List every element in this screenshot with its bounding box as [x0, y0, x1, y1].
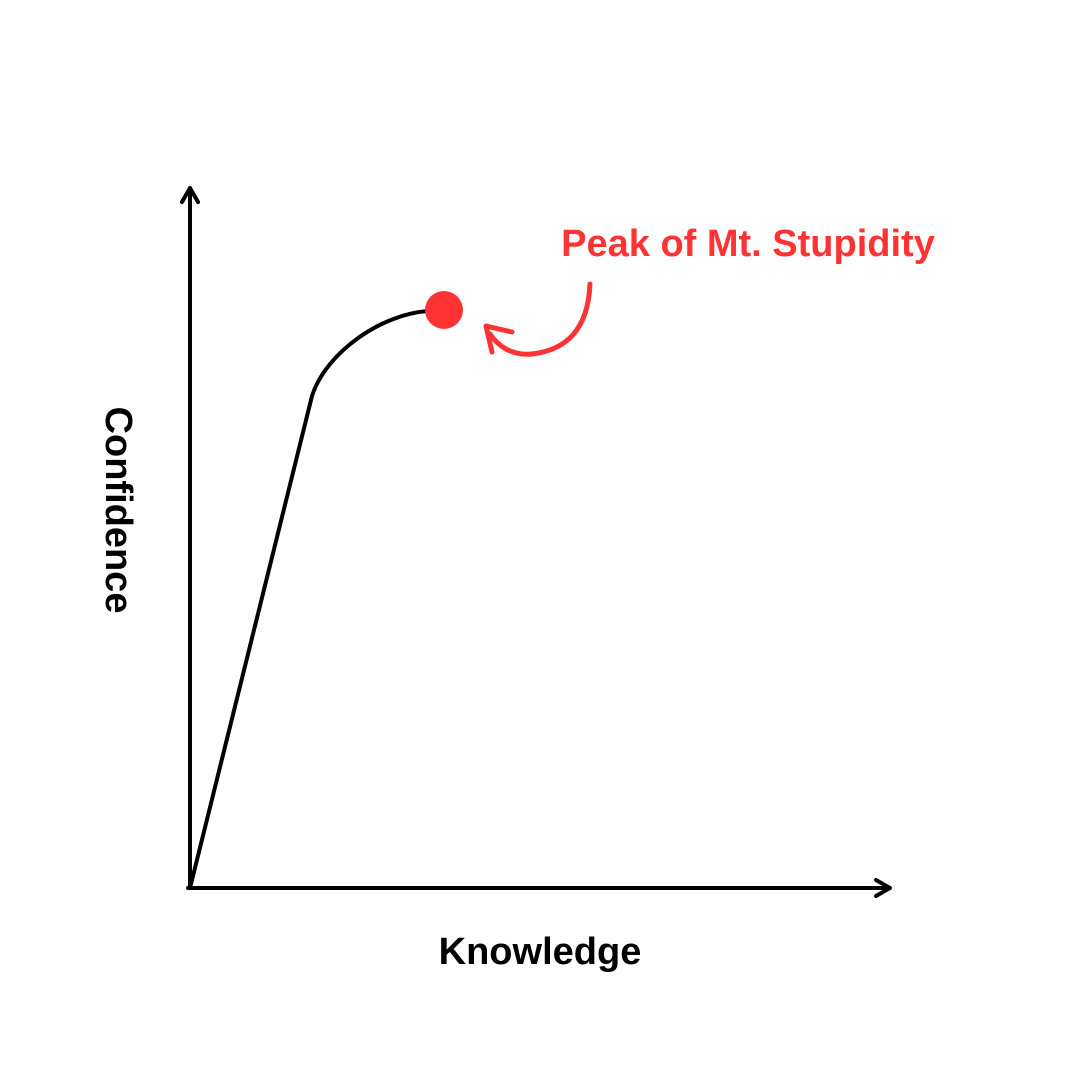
- y-axis-label: Confidence: [97, 407, 139, 614]
- x-axis-arrowhead-icon: [874, 878, 892, 898]
- pointer-arrow-head: [483, 323, 515, 355]
- peak-label: Peak of Mt. Stupidity: [561, 223, 935, 265]
- y-axis-arrowhead-icon: [180, 186, 200, 204]
- x-axis-label: Knowledge: [439, 931, 642, 973]
- pointer-arrow-icon: [483, 281, 593, 357]
- x-axis: [186, 878, 892, 898]
- confidence-curve: [188, 309, 430, 890]
- peak-marker: [425, 291, 463, 329]
- pointer-arrow-shaft: [487, 281, 593, 357]
- y-axis: [180, 186, 200, 890]
